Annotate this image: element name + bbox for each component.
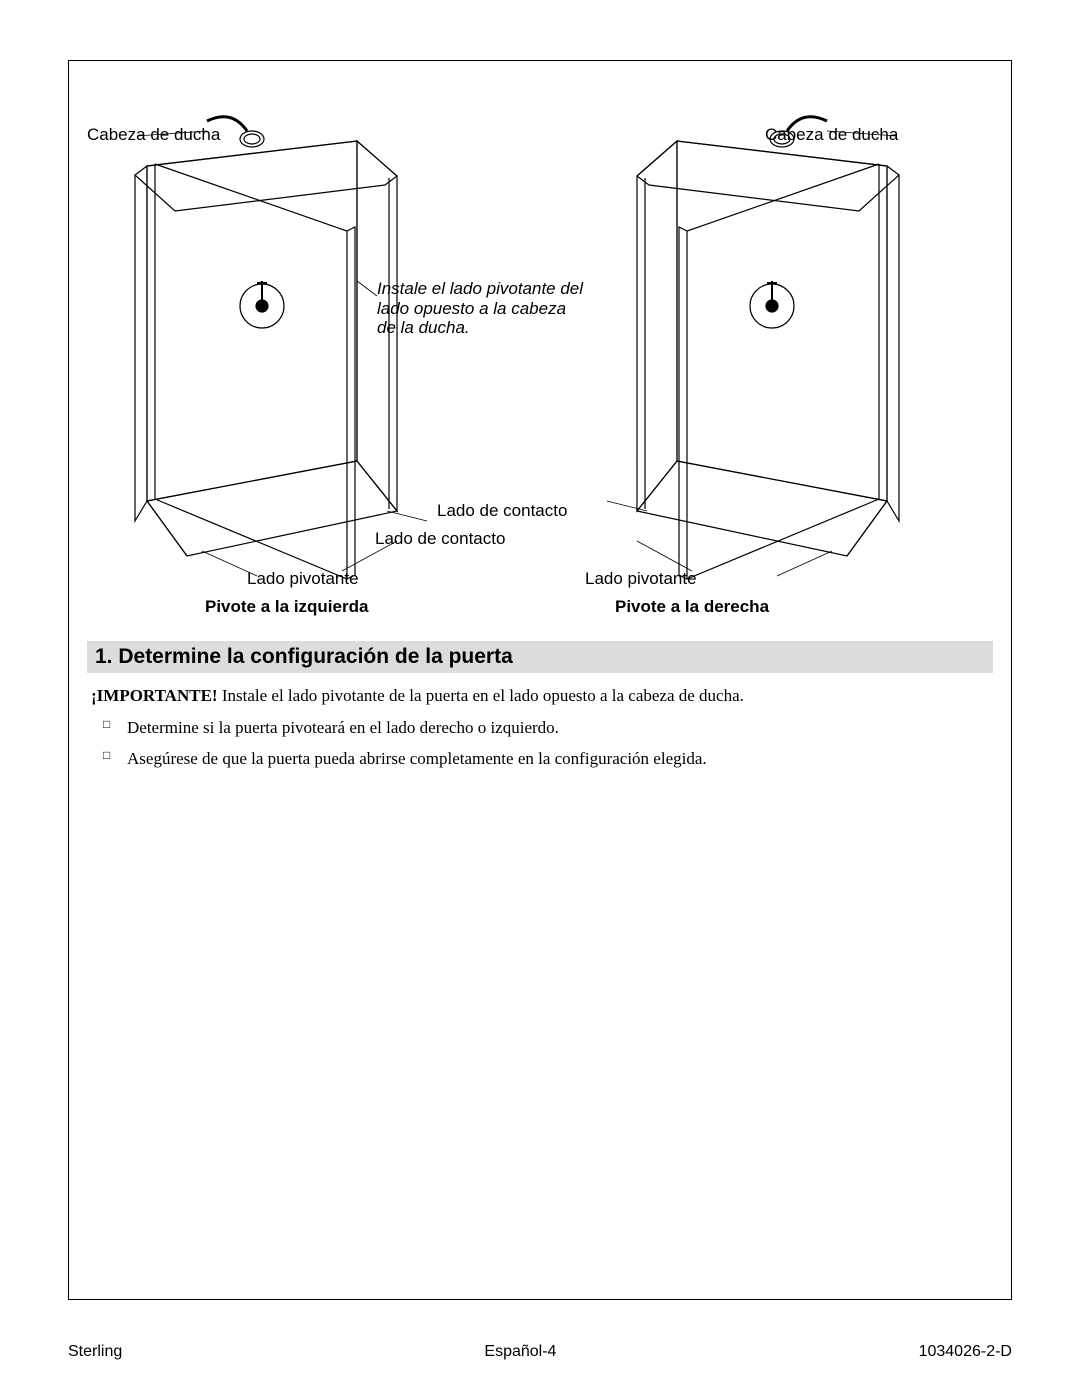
section-heading: 1. Determine la configuración de la puer… xyxy=(87,641,993,673)
label-strike-left-b: Lado de contacto xyxy=(375,529,505,549)
page: Cabeza de ducha Instale el lado pivotant… xyxy=(0,0,1080,1397)
footer-right: 1034026-2-D xyxy=(919,1343,1012,1361)
footer-center: Español-4 xyxy=(484,1343,556,1361)
caption-left: Pivote a la izquierda xyxy=(205,597,368,617)
caption-right: Pivote a la derecha xyxy=(615,597,769,617)
label-pivot-right: Lado pivotante xyxy=(585,569,697,589)
diagram-area: Cabeza de ducha Instale el lado pivotant… xyxy=(87,81,993,601)
important-text: Instale el lado pivotante de la puerta e… xyxy=(218,686,744,705)
label-pivot-left: Lado pivotante xyxy=(247,569,359,589)
bullet-2: Asegúrese de que la puerta pueda abrirse… xyxy=(109,746,989,772)
bullet-1: Determine si la puerta pivoteará en el l… xyxy=(109,715,989,741)
footer-left: Sterling xyxy=(68,1343,122,1361)
page-footer: Sterling Español-4 1034026-2-D xyxy=(68,1343,1012,1361)
section-body: ¡IMPORTANTE! Instale el lado pivotante d… xyxy=(87,673,993,772)
diagrams-svg xyxy=(87,81,995,601)
important-prefix: ¡IMPORTANTE! xyxy=(91,686,218,705)
label-shower-head-left: Cabeza de ducha xyxy=(87,125,220,145)
content-frame: Cabeza de ducha Instale el lado pivotant… xyxy=(68,60,1012,1300)
label-shower-head-right: Cabeza de ducha xyxy=(765,125,898,145)
important-line: ¡IMPORTANTE! Instale el lado pivotante d… xyxy=(91,683,989,709)
label-instruction: Instale el lado pivotante del lado opues… xyxy=(377,279,587,338)
label-strike-left-a: Lado de contacto xyxy=(437,501,567,521)
